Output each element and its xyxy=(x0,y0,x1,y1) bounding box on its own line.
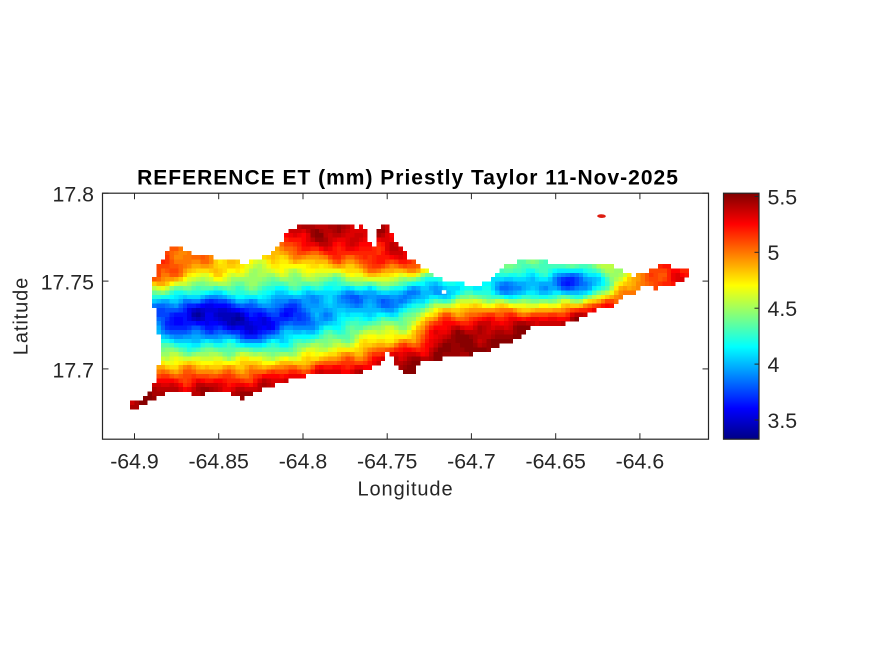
svg-text:-64.65: -64.65 xyxy=(526,450,586,474)
svg-text:5: 5 xyxy=(768,241,780,265)
svg-text:4.5: 4.5 xyxy=(768,297,798,321)
svg-text:17.75: 17.75 xyxy=(41,271,94,295)
svg-text:-64.9: -64.9 xyxy=(110,450,159,474)
svg-text:-64.85: -64.85 xyxy=(189,450,249,474)
svg-text:3.5: 3.5 xyxy=(768,409,798,433)
svg-text:4: 4 xyxy=(768,353,780,377)
svg-text:-64.7: -64.7 xyxy=(447,450,496,474)
svg-text:REFERENCE ET (mm) Priestly Tay: REFERENCE ET (mm) Priestly Taylor 11-Nov… xyxy=(137,166,679,189)
svg-text:5.5: 5.5 xyxy=(768,185,798,209)
svg-text:-64.75: -64.75 xyxy=(357,450,417,474)
svg-text:17.7: 17.7 xyxy=(53,358,94,382)
svg-text:Longitude: Longitude xyxy=(358,479,454,501)
svg-text:-64.8: -64.8 xyxy=(279,450,328,474)
svg-text:Latitude: Latitude xyxy=(11,277,33,355)
svg-text:-64.6: -64.6 xyxy=(616,450,665,474)
svg-text:17.8: 17.8 xyxy=(53,183,94,207)
